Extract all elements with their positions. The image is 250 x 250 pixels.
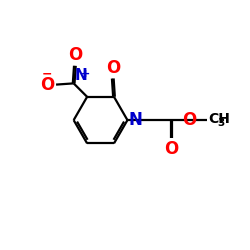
- Text: +: +: [80, 69, 90, 79]
- Text: O: O: [106, 58, 120, 76]
- Text: O: O: [68, 46, 82, 64]
- Text: N: N: [129, 111, 142, 129]
- Text: CH: CH: [208, 112, 230, 126]
- Text: O: O: [182, 111, 196, 129]
- Text: N: N: [74, 68, 87, 83]
- Text: O: O: [40, 76, 55, 94]
- Text: −: −: [42, 67, 52, 80]
- Text: O: O: [164, 140, 178, 158]
- Text: 3: 3: [217, 118, 224, 128]
